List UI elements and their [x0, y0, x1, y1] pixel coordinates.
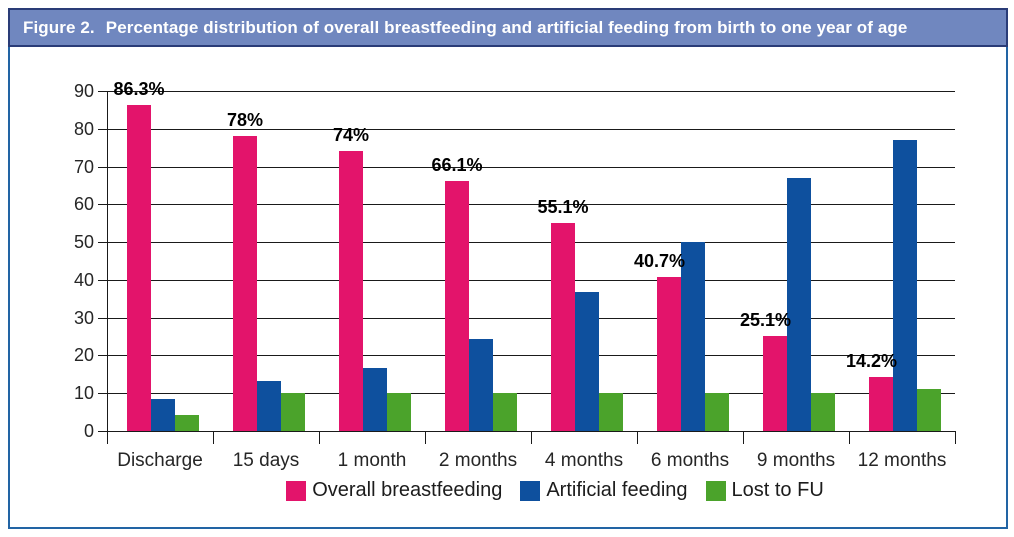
y-axis-tick-label: 70	[73, 156, 94, 177]
bar	[445, 181, 469, 431]
bar	[787, 177, 811, 431]
x-tick	[743, 431, 744, 444]
y-tick	[98, 317, 107, 319]
y-tick	[98, 355, 107, 357]
bar	[917, 389, 941, 431]
bar	[339, 151, 363, 431]
bar	[363, 367, 387, 431]
bar	[763, 336, 787, 431]
x-axis-category-label: 4 months	[544, 450, 624, 471]
data-label: 86.3%	[113, 78, 165, 99]
data-label: 74%	[332, 125, 370, 146]
bar	[599, 393, 623, 431]
legend-item-overall-breastfeeding: Overall breastfeeding	[286, 479, 502, 502]
figure-title: Percentage distribution of overall breas…	[105, 17, 908, 37]
x-axis-category-label: 1 month	[337, 450, 407, 471]
x-axis-category-label: 15 days	[232, 450, 300, 471]
data-label: 66.1%	[431, 155, 483, 176]
gridline-40	[107, 279, 955, 281]
legend-label: Lost to FU	[731, 479, 824, 501]
figure-2: Figure 2. Percentage distribution of ove…	[8, 8, 1008, 529]
data-label: 25.1%	[739, 310, 791, 331]
legend-item-artificial-feeding: Artificial feeding	[520, 479, 688, 502]
y-tick	[98, 431, 107, 432]
y-axis-tick-label: 50	[73, 232, 94, 253]
legend-swatch-blue	[520, 480, 541, 501]
x-axis-category-label: Discharge	[117, 450, 203, 471]
legend-swatch-green	[705, 480, 726, 501]
bar	[387, 393, 411, 431]
x-tick	[107, 431, 108, 444]
gridline-20	[107, 355, 955, 357]
figure-title-bar: Figure 2. Percentage distribution of ove…	[8, 8, 1008, 47]
bar	[551, 222, 575, 431]
legend: Overall breastfeeding Artificial feeding…	[57, 479, 1014, 502]
bar	[681, 242, 705, 431]
y-axis-tick-label: 40	[73, 269, 94, 290]
x-tick	[849, 431, 850, 444]
y-tick	[98, 128, 107, 130]
y-axis-tick-label: 0	[83, 421, 94, 441]
y-tick	[98, 91, 107, 92]
gridline-30	[107, 317, 955, 319]
bar	[705, 393, 729, 431]
bar	[893, 140, 917, 431]
y-tick	[98, 204, 107, 206]
gridline-50	[107, 242, 955, 244]
bar	[127, 104, 151, 431]
bar-chart: 0 10 20 30 40 50 60 70 80 90 86.3% 78% 74% 66.1% 55.1…	[10, 47, 1006, 527]
bar	[657, 277, 681, 431]
bar	[493, 393, 517, 431]
y-axis-tick-label: 30	[73, 307, 94, 328]
bar	[811, 393, 835, 431]
x-tick	[637, 431, 638, 444]
chart-frame: 0 10 20 30 40 50 60 70 80 90 86.3% 78% 74% 66.1% 55.1…	[8, 47, 1008, 529]
y-tick	[98, 279, 107, 281]
x-tick	[213, 431, 214, 444]
legend-item-lost-to-fu: Lost to FU	[705, 479, 824, 502]
bar	[575, 291, 599, 431]
bar	[869, 377, 893, 431]
y-axis	[107, 91, 108, 444]
x-tick	[425, 431, 426, 444]
y-tick	[98, 242, 107, 244]
gridline-10	[107, 393, 955, 395]
data-label: 78%	[226, 110, 264, 131]
x-axis-category-label: 9 months	[756, 450, 836, 471]
y-axis-tick-label: 60	[73, 194, 94, 215]
x-axis-category-label: 6 months	[650, 450, 730, 471]
gridline-70	[107, 166, 955, 168]
x-axis-category-label: 2 months	[438, 450, 518, 471]
y-axis-tick-label: 20	[73, 345, 94, 366]
bar	[257, 380, 281, 431]
y-tick	[98, 393, 107, 395]
bar	[151, 398, 175, 431]
legend-label: Artificial feeding	[546, 479, 688, 501]
bar	[281, 393, 305, 431]
y-axis-tick-label: 10	[73, 383, 94, 404]
bar	[233, 136, 257, 431]
x-tick	[955, 431, 956, 444]
legend-swatch-pink	[286, 480, 307, 501]
y-axis-tick-label: 90	[73, 81, 94, 101]
bar	[175, 414, 199, 431]
legend-label: Overall breastfeeding	[312, 479, 503, 501]
figure-number: Figure 2.	[23, 17, 95, 37]
gridline-60	[107, 204, 955, 206]
data-label: 40.7%	[633, 251, 685, 272]
data-label: 55.1%	[537, 196, 589, 217]
y-tick	[98, 166, 107, 168]
plot-area: 86.3% 78% 74% 66.1% 55.1% 40.7% 25.1% 14.2%	[107, 79, 955, 432]
y-axis-tick-label: 80	[73, 118, 94, 139]
gridline-90	[107, 91, 955, 92]
x-axis-category-label: 12 months	[857, 450, 947, 471]
x-tick	[531, 431, 532, 444]
gridline-80	[107, 128, 955, 130]
x-tick	[319, 431, 320, 444]
data-label: 14.2%	[845, 351, 897, 372]
bar	[469, 339, 493, 431]
